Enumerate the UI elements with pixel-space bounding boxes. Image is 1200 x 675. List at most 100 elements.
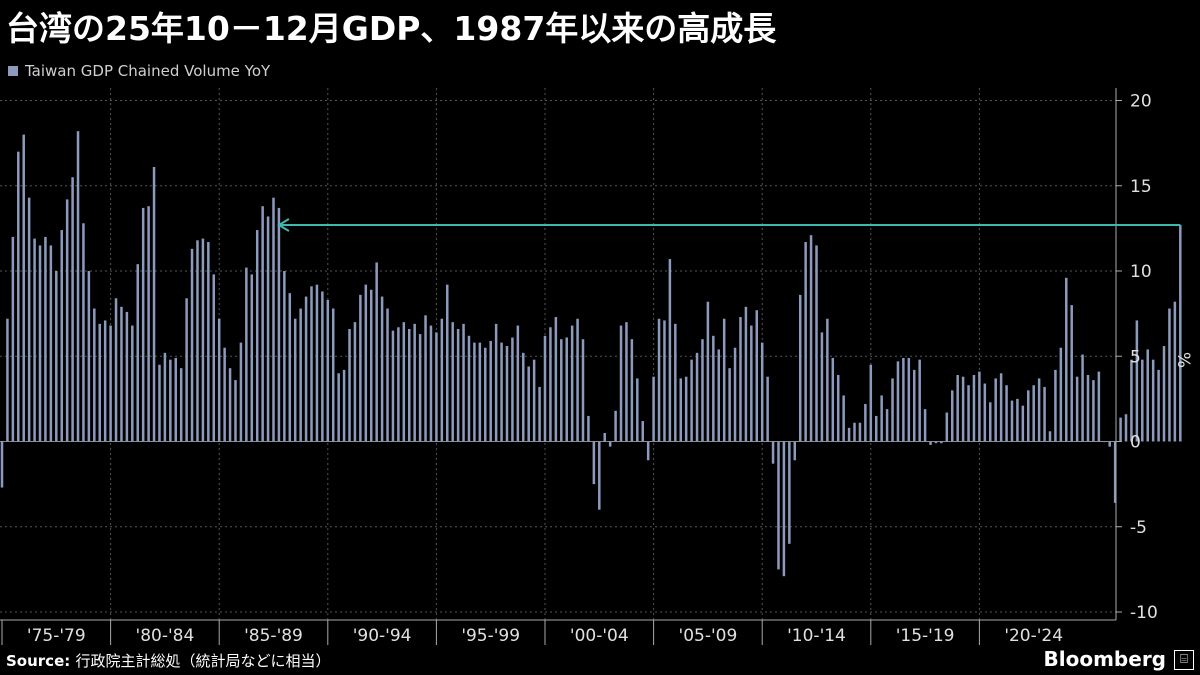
chart-title: 台湾の25年10－12月GDP、1987年以来の高成長 xyxy=(6,9,777,48)
bar xyxy=(315,284,319,442)
bar xyxy=(978,371,981,442)
y-axis-label: % xyxy=(1173,352,1193,368)
bar xyxy=(1157,369,1160,442)
bar xyxy=(65,199,69,442)
bar xyxy=(695,352,699,442)
bar xyxy=(874,415,878,442)
bar xyxy=(245,267,248,442)
bar xyxy=(793,441,797,461)
bar xyxy=(359,294,362,442)
bar xyxy=(1027,390,1030,442)
xtick-label: '20-'24 xyxy=(1004,626,1063,646)
bar xyxy=(212,274,216,442)
bar xyxy=(71,177,74,442)
xtick-label: '85-'89 xyxy=(244,626,303,646)
bar xyxy=(418,334,422,442)
bar xyxy=(6,318,9,442)
bars xyxy=(0,131,1182,577)
bar xyxy=(652,376,655,442)
ytick-label: -5 xyxy=(1130,518,1147,538)
bar xyxy=(1054,369,1057,442)
bar xyxy=(684,376,688,442)
bar xyxy=(223,347,226,442)
bar xyxy=(755,310,759,442)
bar xyxy=(902,357,905,442)
bar xyxy=(375,262,378,442)
bar xyxy=(163,352,167,442)
bar xyxy=(750,325,753,442)
bar xyxy=(348,328,351,442)
bar xyxy=(136,264,139,442)
bar xyxy=(880,395,883,442)
ytick-label: -10 xyxy=(1130,603,1158,623)
bar xyxy=(608,441,612,447)
bar xyxy=(712,335,715,442)
bar xyxy=(147,206,150,442)
bar xyxy=(1124,414,1128,442)
bar xyxy=(478,342,482,442)
bar xyxy=(467,335,471,442)
bar xyxy=(722,318,726,442)
bar xyxy=(489,340,492,442)
bar xyxy=(923,409,927,442)
bar xyxy=(87,271,91,442)
bar xyxy=(1086,375,1090,442)
bar xyxy=(11,236,15,442)
bar xyxy=(500,342,503,442)
bar xyxy=(587,415,590,442)
bar xyxy=(630,339,634,442)
bar xyxy=(619,325,623,442)
bar xyxy=(657,318,661,442)
xtick-label: '10-'14 xyxy=(787,626,846,646)
bar xyxy=(999,373,1003,442)
bar xyxy=(380,296,384,442)
source-text: 行政院主計総処（統計局などに相当） xyxy=(75,652,331,670)
bar xyxy=(679,378,682,442)
bar xyxy=(1010,400,1014,442)
bar xyxy=(1168,308,1171,442)
bar xyxy=(484,347,487,442)
bar xyxy=(326,299,330,442)
bar xyxy=(386,308,389,442)
bar xyxy=(853,422,856,442)
bar xyxy=(1179,224,1182,442)
bar xyxy=(125,311,129,442)
bar xyxy=(179,368,183,442)
bar xyxy=(217,318,221,442)
bar xyxy=(190,248,194,442)
bar xyxy=(353,322,357,442)
bar xyxy=(207,242,210,442)
bar xyxy=(408,328,411,442)
xtick-label: '80-'84 xyxy=(136,626,195,646)
bar xyxy=(733,347,737,442)
annotation xyxy=(276,218,1182,232)
bar xyxy=(912,369,916,442)
axes: 20 15 10 5 0 -5 -10 '75-'79 '80-'84 '85-'89 '90-'9… xyxy=(0,88,1193,646)
grid-lines xyxy=(0,88,1116,620)
bar xyxy=(804,242,807,442)
bar xyxy=(706,301,710,442)
bar xyxy=(549,327,552,442)
bar xyxy=(239,342,243,442)
bar xyxy=(1075,376,1079,442)
bar xyxy=(1032,385,1035,442)
bar xyxy=(989,402,992,442)
bar xyxy=(429,325,433,442)
xtick-label: '75-'79 xyxy=(27,626,86,646)
bar xyxy=(1048,431,1052,442)
bar xyxy=(760,342,764,442)
bar xyxy=(864,403,867,442)
bar xyxy=(934,441,938,444)
bar xyxy=(49,245,53,442)
bar xyxy=(440,318,444,442)
bar xyxy=(174,357,178,442)
bar xyxy=(994,378,997,442)
bar xyxy=(798,294,802,442)
bar xyxy=(538,386,541,442)
bar xyxy=(690,359,693,442)
ytick-label: 10 xyxy=(1130,262,1152,282)
arrow-head xyxy=(276,218,290,232)
bar xyxy=(55,271,58,442)
bar xyxy=(185,298,188,442)
bar xyxy=(310,286,313,442)
